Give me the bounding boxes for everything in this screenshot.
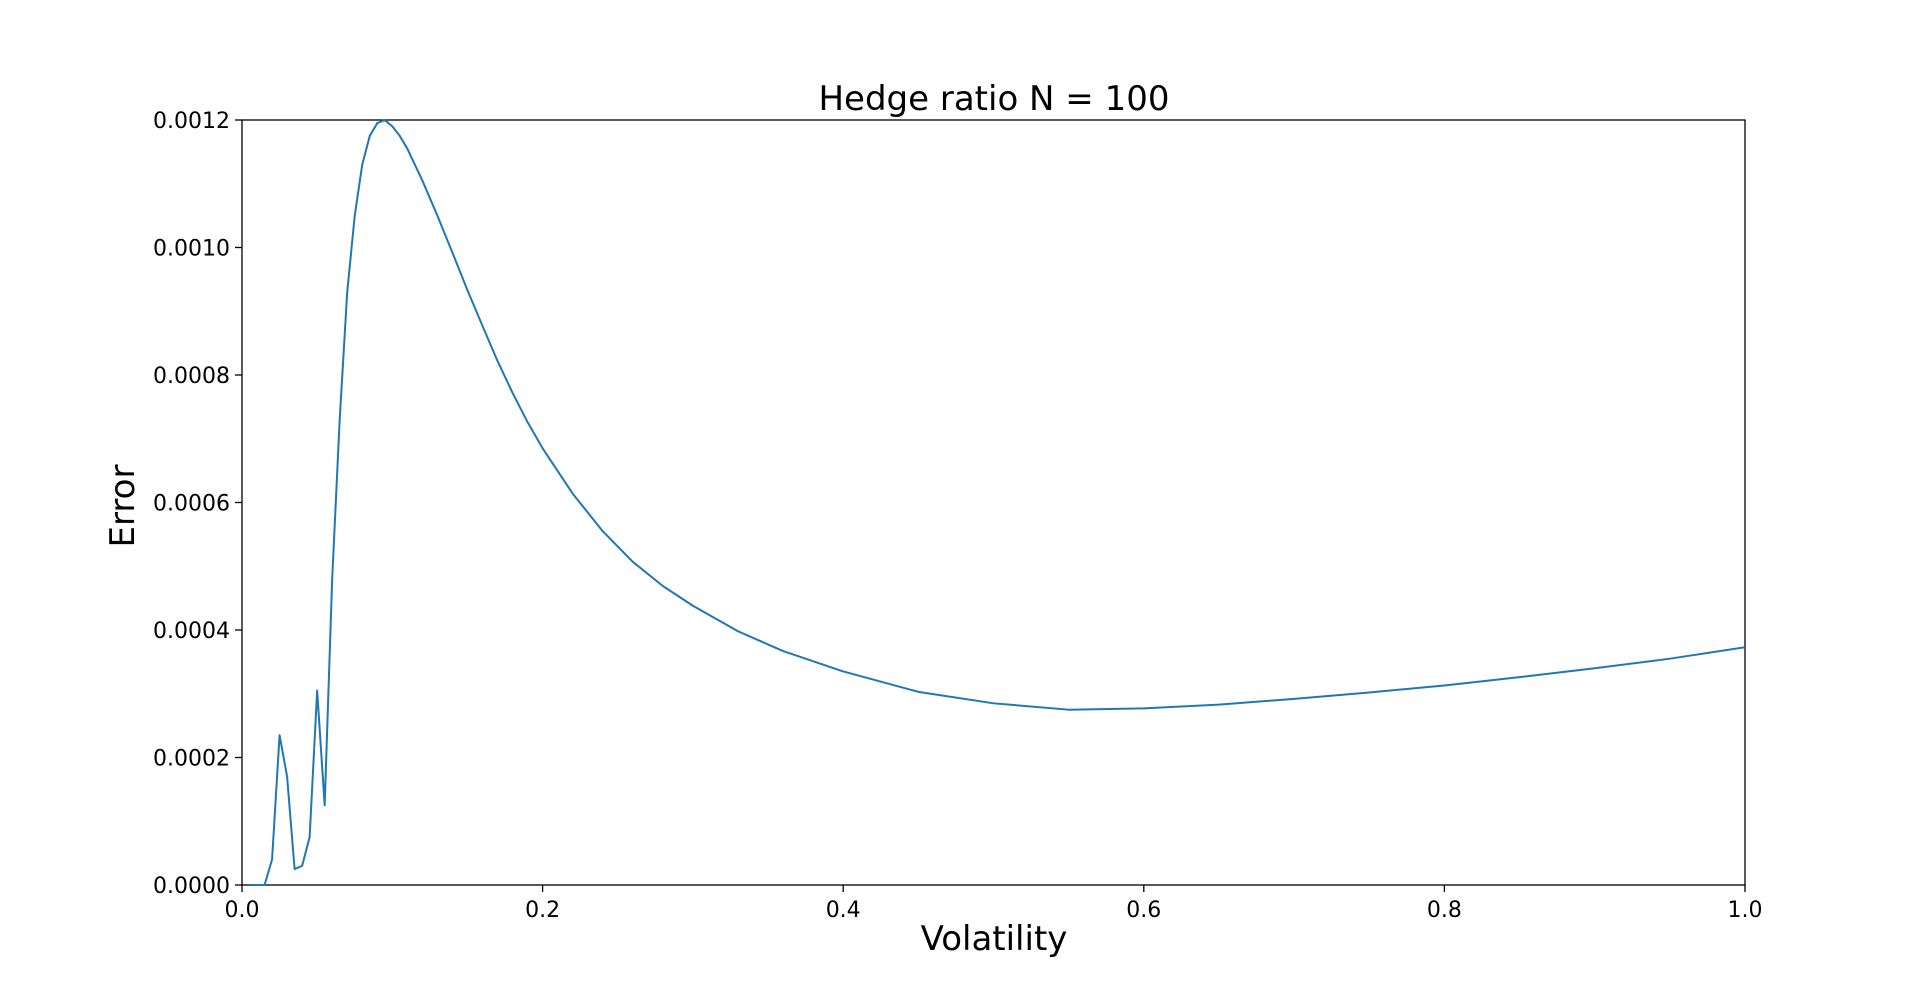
series-line bbox=[249, 119, 1746, 886]
plot-frame bbox=[241, 119, 1746, 886]
x-tick-label: 0.8 bbox=[1427, 898, 1462, 923]
x-tick-label: 1.0 bbox=[1728, 898, 1763, 923]
y-axis: 0.0000 0.0002 0.0004 0.0006 0.0008 0.0010 0.00… bbox=[153, 109, 242, 899]
y-tick-label: 0.0012 bbox=[153, 109, 230, 134]
plot-area: 0.0 0.2 0.4 0.6 0.8 1.0 0.00000.00020.00040.0… bbox=[153, 109, 1762, 923]
x-tick-label: 0.0 bbox=[225, 898, 260, 923]
chart-title: Hedge ratio N = 100 bbox=[818, 79, 1169, 119]
y-tick-label: 0.0006 bbox=[153, 492, 230, 517]
y-tick-label: 0.0008 bbox=[153, 364, 230, 389]
x-tick-label: 0.2 bbox=[525, 898, 560, 923]
x-tick-label: 0.4 bbox=[826, 898, 861, 923]
y-tick-label: 0.0010 bbox=[153, 237, 230, 262]
x-axis: 0.0 0.2 0.4 0.6 0.8 1.0 bbox=[225, 885, 1763, 923]
y-tick-label: 0.0004 bbox=[153, 619, 230, 644]
y-tick-label: 0.0000 bbox=[153, 874, 230, 899]
x-tick-label: 0.6 bbox=[1126, 898, 1161, 923]
y-axis-title: Error bbox=[103, 465, 143, 548]
y-tick-label: 0.0002 bbox=[153, 747, 230, 772]
x-axis-title: Volatility bbox=[921, 919, 1068, 959]
